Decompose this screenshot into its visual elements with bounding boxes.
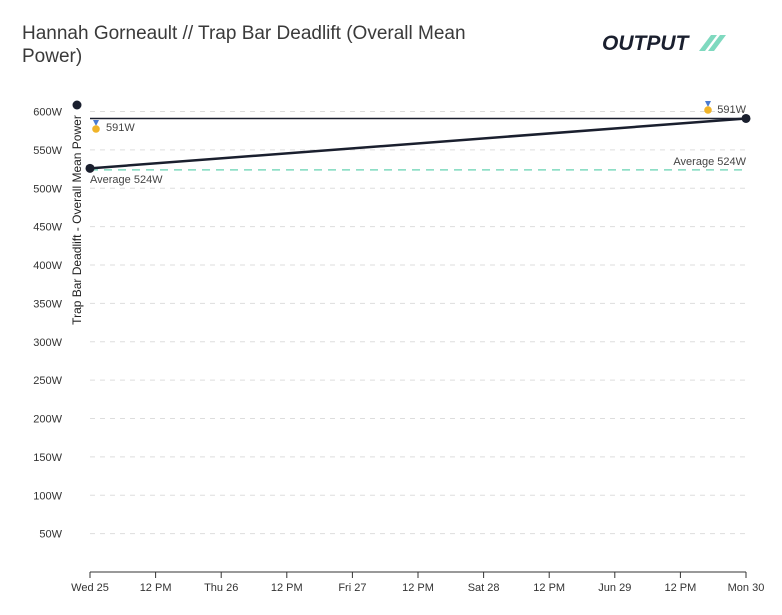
medal-icon xyxy=(704,101,712,114)
y-tick-label: 150W xyxy=(33,452,62,464)
y-tick-label: 350W xyxy=(33,298,62,310)
data-point xyxy=(741,113,751,123)
medal-ribbon xyxy=(93,120,99,126)
annotation-label: Average 524W xyxy=(673,156,746,168)
medal-disc xyxy=(92,125,100,133)
series-line xyxy=(89,117,747,170)
annotation-labels: 591W 591W Average 524W Average 524W xyxy=(72,100,747,186)
x-tick-label: Sat 28 xyxy=(468,582,500,594)
y-tick-label: 50W xyxy=(39,529,62,541)
x-tick-label: Thu 26 xyxy=(204,582,238,594)
x-tick-label: 12 PM xyxy=(402,582,434,594)
y-tick-label: 500W xyxy=(33,183,62,195)
axis-marker-dot xyxy=(72,100,82,110)
x-tick-label: Jun 29 xyxy=(598,582,631,594)
x-tick-label: 12 PM xyxy=(533,582,565,594)
x-axis: Wed 25 12 PM Thu 26 12 PM Fri 27 12 PM Sat 28 1… xyxy=(71,571,765,594)
logo-text: OUTPUT xyxy=(602,32,691,53)
y-axis-ticks: 50W 100W 150W 200W 250W 300W 350W 400W 450W 500W 5… xyxy=(33,107,62,541)
x-tick-label: 12 PM xyxy=(665,582,697,594)
x-tick-label: Mon 30 xyxy=(728,582,765,594)
y-tick-label: 600W xyxy=(33,107,62,119)
data-point xyxy=(85,163,95,173)
output-logo-icon: OUTPUT xyxy=(602,32,726,55)
x-tick-label: Wed 25 xyxy=(71,582,109,594)
y-tick-label: 450W xyxy=(33,222,62,234)
y-tick-label: 400W xyxy=(33,260,62,272)
x-tick-label: 12 PM xyxy=(140,582,172,594)
y-tick-label: 550W xyxy=(33,145,62,157)
y-tick-label: 300W xyxy=(33,337,62,349)
series-group xyxy=(85,113,751,173)
medal-icon xyxy=(92,120,100,133)
x-tick-label: Fri 27 xyxy=(338,582,366,594)
medal-disc xyxy=(704,106,712,114)
grid-lines xyxy=(90,111,746,535)
y-tick-label: 100W xyxy=(33,490,62,502)
y-axis-label: Trap Bar Deadlift - Overall Mean Power xyxy=(70,115,84,325)
chart-title: Hannah Gorneault // Trap Bar Deadlift (O… xyxy=(22,23,466,67)
medal-ribbon xyxy=(705,101,711,107)
annotation-label: 591W xyxy=(717,104,746,116)
y-tick-label: 250W xyxy=(33,375,62,387)
annotation-label: Average 524W xyxy=(90,174,163,186)
output-logo: OUTPUT xyxy=(602,31,728,58)
annotation-label: 591W xyxy=(106,122,135,134)
x-tick-label: 12 PM xyxy=(271,582,303,594)
y-tick-label: 200W xyxy=(33,414,62,426)
